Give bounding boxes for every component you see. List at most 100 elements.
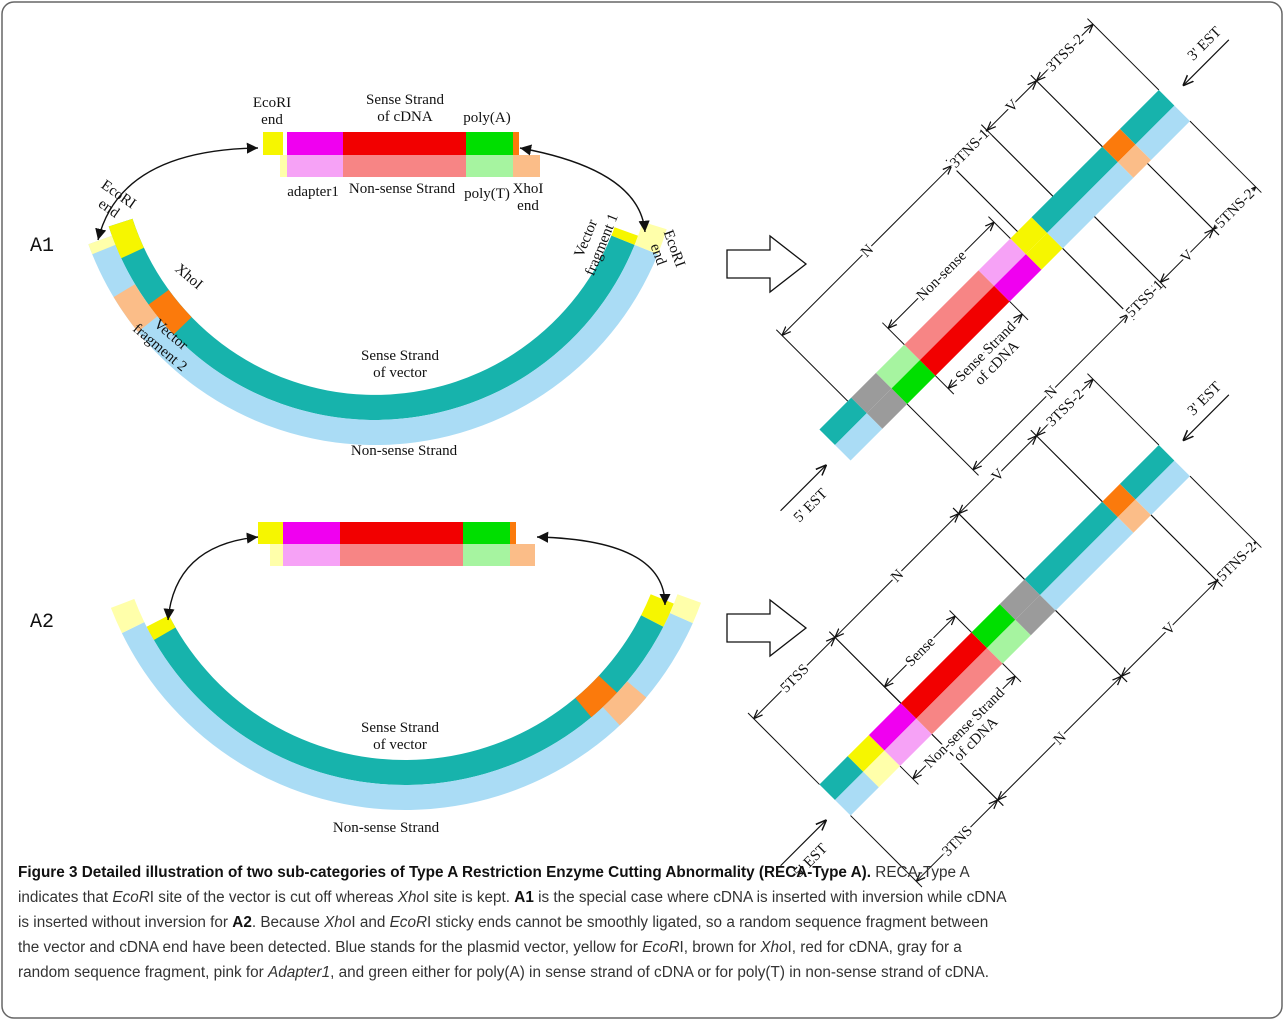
dimension-line bbox=[835, 514, 959, 638]
insert-segment bbox=[510, 544, 535, 566]
dimension-line bbox=[1150, 514, 1223, 587]
dimension-line bbox=[850, 815, 923, 888]
strip-segment bbox=[1024, 501, 1118, 595]
dimension-line bbox=[987, 81, 1036, 130]
end-arrow bbox=[1183, 39, 1230, 86]
strip-segment bbox=[868, 703, 917, 751]
end-label: 5' EST bbox=[791, 486, 831, 526]
ligation-arrow bbox=[163, 532, 259, 621]
dimension-label: V bbox=[1178, 247, 1197, 266]
strip-segment bbox=[863, 750, 901, 788]
dimension-line bbox=[952, 507, 1025, 580]
strip-segment bbox=[987, 619, 1031, 664]
dimension-line bbox=[888, 222, 994, 328]
caption-line: is inserted without inversion for A2. Be… bbox=[18, 910, 1274, 935]
dimension-line bbox=[1037, 379, 1094, 436]
label: Sense Strand bbox=[361, 348, 439, 364]
label: end bbox=[517, 198, 539, 214]
dimension-label: N bbox=[858, 242, 877, 261]
label: adapter1 bbox=[287, 184, 339, 200]
insert-segment bbox=[283, 544, 340, 566]
strip-segment bbox=[835, 771, 879, 816]
caption-run: RECA-Type A bbox=[871, 864, 970, 881]
caption-run: Adapter1 bbox=[268, 964, 331, 981]
vector-segment bbox=[88, 235, 116, 255]
dimension-line bbox=[1128, 282, 1160, 314]
strip-segment bbox=[866, 388, 908, 429]
strip-segment bbox=[819, 397, 867, 445]
strip-segment bbox=[1102, 483, 1136, 518]
dimension-label: N bbox=[1051, 729, 1070, 748]
vector-segment bbox=[88, 235, 658, 446]
end-arrow bbox=[780, 820, 827, 867]
dimension-label: 5TSS-1 bbox=[1123, 277, 1167, 321]
insert-segment bbox=[463, 544, 510, 566]
insert-segment bbox=[513, 132, 519, 155]
strip-segment bbox=[876, 344, 920, 389]
label-group: XhoI bbox=[172, 261, 206, 293]
ligation-arrow bbox=[519, 144, 650, 233]
label: Sense Strand bbox=[366, 92, 444, 108]
strip-segment bbox=[847, 734, 885, 772]
dimension-line bbox=[906, 403, 979, 476]
dimension-line bbox=[981, 124, 1054, 197]
caption-line: the vector and cDNA end have been detect… bbox=[18, 935, 1274, 960]
insert-segment bbox=[287, 155, 343, 177]
label-group: Non-sense Strand bbox=[351, 443, 458, 459]
dimension-line bbox=[988, 216, 1011, 239]
strip-segment bbox=[835, 413, 883, 461]
insert-segment bbox=[258, 522, 283, 544]
dimension-line bbox=[1009, 301, 1029, 321]
dimension-line bbox=[945, 159, 1018, 232]
caption-run: I sticky ends cannot be smoothly ligated… bbox=[427, 914, 989, 931]
strip-segment bbox=[1119, 445, 1175, 500]
dimension-label: 3TNS-1 bbox=[947, 126, 992, 171]
caption-run: , and green either for poly(A) in sense … bbox=[330, 964, 990, 981]
dimension-line bbox=[1037, 24, 1094, 81]
vector-segment bbox=[148, 289, 192, 335]
insert-segment bbox=[263, 132, 283, 155]
caption-run: EcoR bbox=[389, 914, 428, 931]
insert-segment bbox=[343, 132, 466, 155]
caption-run: Figure 3 Detailed illustration of two su… bbox=[18, 864, 872, 881]
dimension-label: 5TNS-2 bbox=[1212, 186, 1257, 231]
caption-run: EcoR bbox=[642, 939, 680, 956]
caption-run: Xho bbox=[397, 889, 425, 906]
label-group: poly(A) bbox=[463, 110, 511, 126]
strip-segment bbox=[999, 579, 1041, 620]
label: Non-sense Strand bbox=[333, 820, 440, 836]
dimension-line bbox=[959, 436, 1037, 514]
dimension-label: N bbox=[1042, 383, 1061, 402]
strip-segment bbox=[1031, 146, 1118, 233]
panel-label: A1 bbox=[30, 235, 54, 258]
dimension-line bbox=[952, 130, 987, 165]
strip-segment bbox=[1025, 232, 1063, 270]
strip-segment bbox=[1010, 217, 1048, 255]
dimension-line bbox=[882, 322, 905, 345]
label: of cDNA bbox=[377, 109, 433, 125]
transition-arrow bbox=[726, 598, 808, 658]
strip-segment bbox=[1047, 162, 1134, 249]
insert-segment bbox=[343, 155, 466, 177]
insert-segment bbox=[340, 544, 463, 566]
dimension-line bbox=[1121, 581, 1216, 676]
transition-arrow bbox=[726, 234, 808, 294]
label-group: poly(T) bbox=[464, 186, 510, 202]
vector-segment bbox=[146, 615, 176, 640]
label-group: adapter1 bbox=[287, 184, 339, 200]
dimension-line bbox=[935, 375, 955, 395]
insert-segment bbox=[287, 132, 343, 155]
strip-segment bbox=[971, 604, 1016, 648]
insert-segment bbox=[510, 522, 516, 544]
caption-run: random sequence fragment, pink for bbox=[18, 964, 268, 981]
dimension-line bbox=[998, 676, 1122, 800]
dimension-line bbox=[1147, 163, 1220, 236]
vector-segment bbox=[148, 615, 664, 786]
dimension-label: V bbox=[1160, 620, 1179, 639]
dimension-label: 5TSS bbox=[778, 661, 813, 696]
insert-segment bbox=[466, 132, 513, 155]
